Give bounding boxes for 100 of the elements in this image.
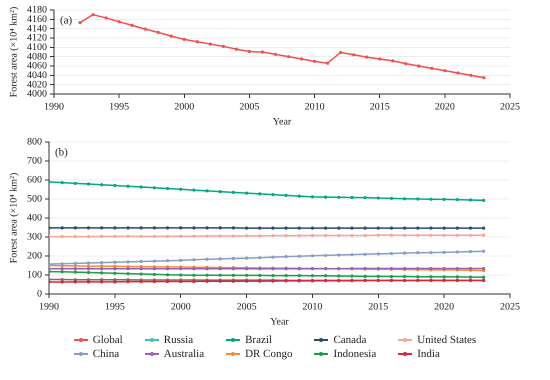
y-tick-label: 4180: [27, 4, 47, 16]
x-tick-label: 2000: [170, 302, 191, 313]
point: [271, 234, 275, 238]
point: [166, 234, 170, 238]
point: [442, 226, 446, 230]
point: [365, 56, 368, 59]
point: [416, 275, 420, 278]
point: [166, 186, 170, 190]
point: [350, 234, 354, 238]
point: [205, 189, 209, 192]
point: [271, 256, 275, 259]
point: [60, 280, 64, 284]
point: [118, 20, 121, 24]
point: [271, 274, 275, 278]
y-tick-label: 400: [27, 212, 42, 224]
y-tick-label: 4060: [27, 60, 47, 72]
point: [218, 226, 222, 230]
y-tick-label: 4040: [27, 70, 47, 81]
point: [86, 270, 90, 274]
point: [91, 13, 95, 16]
point: [258, 234, 262, 238]
point: [86, 235, 90, 238]
point: [274, 52, 278, 56]
y-tick-label: 600: [27, 174, 42, 186]
point: [232, 256, 235, 260]
point: [417, 64, 420, 68]
legend-label: United States: [417, 334, 476, 346]
point: [179, 226, 182, 230]
point: [350, 253, 354, 256]
point: [390, 226, 394, 230]
point: [86, 182, 90, 186]
point: [74, 270, 77, 274]
point: [298, 226, 301, 230]
point: [482, 276, 486, 279]
x-axis-title: Year: [272, 116, 292, 128]
point: [390, 252, 394, 256]
point: [192, 226, 196, 230]
y-tick-label: 4120: [27, 32, 47, 44]
point: [310, 226, 314, 230]
point: [337, 196, 340, 199]
x-tick-label: 2025: [500, 302, 520, 313]
point: [74, 226, 77, 230]
point: [166, 273, 170, 276]
point: [258, 256, 262, 260]
point: [310, 195, 314, 199]
point: [310, 254, 314, 258]
x-tick-label: 2005: [236, 302, 257, 313]
point: [378, 57, 382, 61]
point: [350, 274, 354, 278]
point: [126, 234, 130, 238]
point: [78, 21, 82, 24]
point: [300, 57, 304, 61]
point: [60, 235, 64, 238]
point: [482, 250, 486, 253]
point: [416, 234, 420, 237]
y-tick-label: 4100: [27, 42, 47, 53]
point: [376, 226, 380, 230]
point: [298, 254, 301, 258]
point: [232, 226, 235, 230]
point: [113, 226, 116, 230]
point: [364, 274, 367, 278]
point: [232, 274, 235, 277]
point: [390, 234, 394, 237]
point: [468, 234, 472, 237]
legend-label: China: [92, 348, 120, 360]
point: [100, 271, 104, 275]
point: [218, 234, 222, 238]
point: [376, 196, 380, 200]
point: [416, 251, 420, 254]
point: [482, 234, 486, 237]
point: [271, 226, 275, 230]
point: [113, 267, 116, 270]
point: [166, 259, 170, 262]
point: [284, 194, 288, 197]
point: [286, 55, 290, 58]
legend-label: Brazil: [245, 334, 272, 346]
point: [166, 226, 170, 230]
point: [60, 270, 64, 274]
point: [390, 274, 394, 278]
point: [205, 234, 209, 238]
point: [310, 234, 314, 238]
x-tick-label: 2015: [368, 302, 388, 313]
point: [337, 234, 340, 238]
point: [126, 267, 130, 270]
x-tick-label: 2015: [370, 102, 390, 113]
legend-label: India: [417, 348, 440, 360]
point: [86, 226, 90, 230]
point: [429, 250, 433, 254]
point: [60, 278, 64, 282]
annotation: (a): [60, 14, 73, 26]
x-tick-label: 1990: [39, 302, 59, 313]
point: [416, 197, 420, 201]
x-tick-label: 2020: [434, 102, 455, 113]
point: [298, 194, 301, 198]
point: [403, 234, 406, 237]
point: [284, 226, 288, 230]
y-tick-label: 300: [27, 232, 42, 243]
point: [74, 182, 77, 186]
y-tick-label: 500: [27, 194, 42, 205]
point: [284, 254, 288, 258]
